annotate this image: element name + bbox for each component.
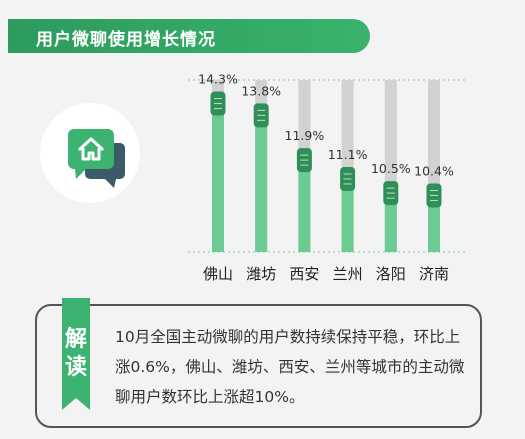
data-label: 13.8% <box>241 83 281 98</box>
bar-chart: 14.3% 佛山 13.8% 潍坊 11.9% 西安 11.1% 兰州 10.5% 洛阳 10.4%… <box>188 72 468 283</box>
bar <box>384 193 397 252</box>
bar <box>255 115 268 252</box>
bar <box>212 103 224 252</box>
data-label: 10.5% <box>371 161 411 176</box>
x-tick-label: 佛山 <box>203 265 233 283</box>
note-box <box>35 304 482 428</box>
note-tag <box>62 298 90 398</box>
page-title: 用户微聊使用增长情况 <box>36 30 216 50</box>
data-label: 14.3% <box>198 72 238 87</box>
bar <box>428 195 440 252</box>
bar <box>341 178 354 252</box>
note-text: 10月全国主动微聊的用户数持续保持平稳，环比上涨0.6%，佛山、潍坊、西安、兰州… <box>115 328 465 406</box>
data-label: 10.4% <box>414 163 454 178</box>
x-tick-label: 洛阳 <box>376 265 406 283</box>
title-bar: 用户微聊使用增长情况 <box>8 19 370 53</box>
chat-house-icon <box>68 129 125 188</box>
x-tick-label: 济南 <box>419 265 449 283</box>
note-tag-arrow <box>62 398 90 410</box>
note-label: 解读 <box>64 327 87 380</box>
x-tick-label: 潍坊 <box>246 265 276 283</box>
data-label: 11.1% <box>328 147 368 162</box>
data-label: 11.9% <box>285 128 325 143</box>
x-tick-label: 西安 <box>289 265 319 283</box>
icon-circle <box>40 103 140 203</box>
x-tick-label: 兰州 <box>333 265 363 283</box>
bar <box>298 160 311 252</box>
